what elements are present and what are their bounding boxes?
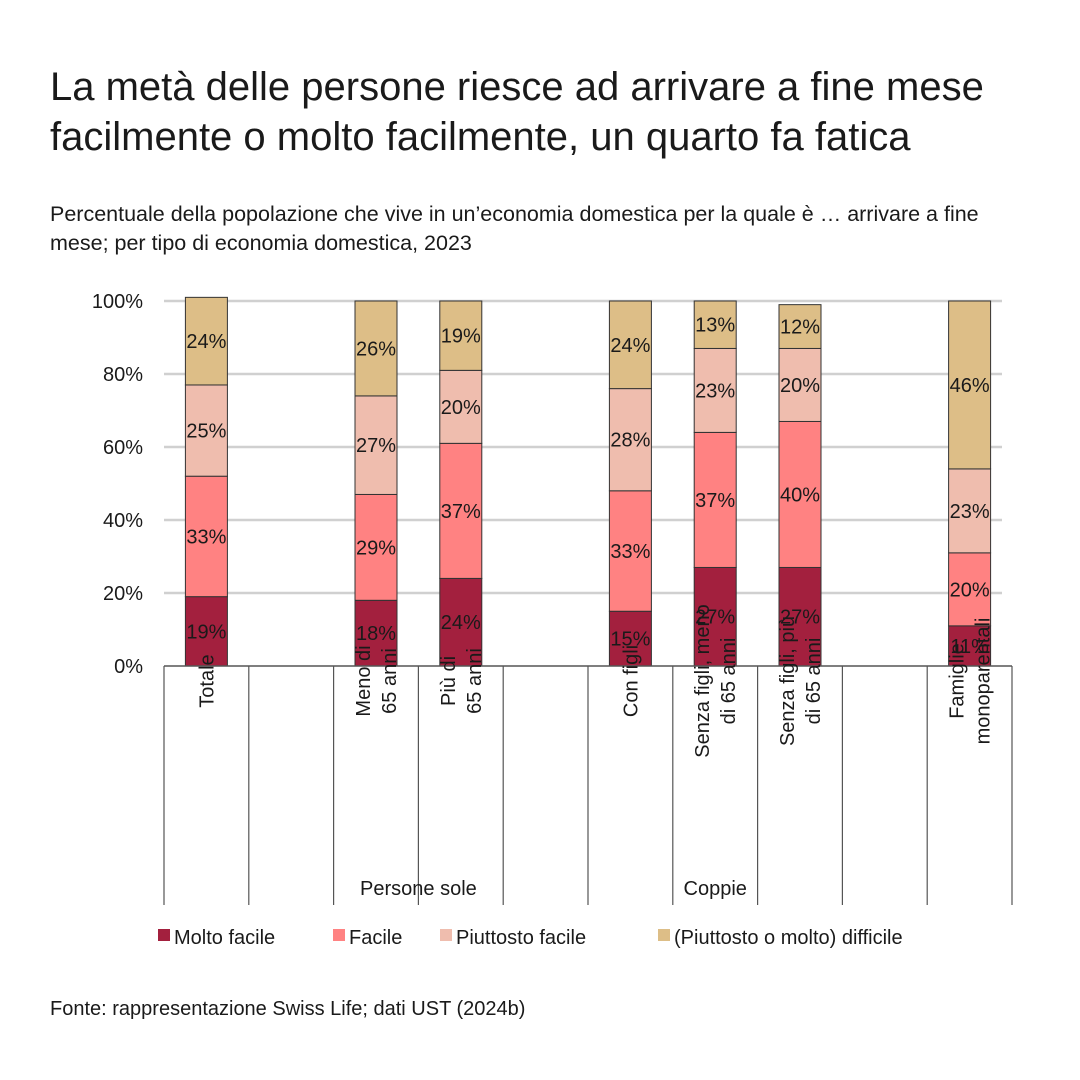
bar-segment	[354, 395, 398, 495]
data-label: 18%	[356, 623, 396, 645]
bar-segment	[354, 300, 398, 397]
data-label: 27%	[780, 607, 820, 629]
chart-subtitle-line-2: mese; per tipo di economia domestica, 20…	[50, 231, 472, 255]
bar-segment	[778, 304, 822, 349]
data-label: 33%	[610, 541, 650, 563]
category-label-line: Famiglie	[947, 643, 969, 719]
stacked-bar-chart: 0% 20% 40% 60% 80% 100% 19% 33% 25% 24% 18% 29% 27% 2…	[92, 291, 1013, 949]
legend-swatch	[658, 929, 670, 941]
category-label-line: di 65 anni	[803, 638, 825, 725]
data-label: 23%	[695, 380, 735, 402]
legend-label: Molto facile	[174, 927, 275, 949]
category-label: Con figli	[620, 645, 642, 717]
category-label-line: Meno di	[353, 645, 375, 716]
legend-swatch	[333, 929, 345, 941]
bar-segment	[948, 552, 992, 627]
category-label: Più di 65 anni	[438, 648, 486, 714]
bar-segment	[608, 610, 652, 667]
data-label: 25%	[186, 421, 226, 443]
category-label-line: Senza figli, meno	[692, 604, 714, 757]
bar-segment	[693, 300, 737, 349]
data-label: 27%	[356, 435, 396, 457]
y-tick-label: 20%	[103, 583, 143, 605]
data-label: 26%	[356, 338, 396, 360]
data-label: 40%	[780, 484, 820, 506]
y-tick-label: 80%	[103, 364, 143, 386]
bar-segment	[948, 468, 992, 554]
category-label-line: Con figli	[620, 645, 642, 717]
bar-segment	[608, 490, 652, 612]
data-label: 20%	[780, 375, 820, 397]
data-label: 20%	[441, 397, 481, 419]
data-label: 12%	[780, 317, 820, 339]
category-label: Famiglie monoparentali	[947, 618, 995, 745]
y-tick-label: 60%	[103, 437, 143, 459]
chart-subtitle-line-1: Percentuale della popolazione che vive i…	[50, 202, 979, 226]
bar-segment	[184, 475, 228, 598]
chart-subtitle: Percentuale della popolazione che vive i…	[50, 200, 1050, 258]
data-label: 33%	[186, 526, 226, 548]
category-label: Meno di 65 anni	[353, 645, 401, 716]
data-label: 20%	[950, 579, 990, 601]
group-label: Persone sole	[360, 878, 477, 900]
bar-segment	[439, 577, 483, 667]
category-label-line: Totale	[196, 654, 218, 707]
bar-segment	[439, 442, 483, 579]
data-label: 28%	[610, 430, 650, 452]
category-label: Senza figli, meno di 65 anni	[692, 604, 740, 757]
data-label: 37%	[695, 490, 735, 512]
source-note: Fonte: rappresentazione Swiss Life; dati…	[50, 998, 526, 1020]
bar-segment	[439, 300, 483, 371]
bar-segment	[778, 566, 822, 667]
bar-segment	[778, 420, 822, 568]
category-label-line: di 65 anni	[718, 638, 740, 725]
chart-title: La metà delle persone riesce ad arrivare…	[50, 62, 1050, 162]
data-label: 11%	[950, 636, 989, 658]
data-label: 24%	[610, 335, 650, 357]
data-label: 15%	[610, 629, 650, 651]
bar-segment	[184, 596, 228, 667]
data-label: 46%	[950, 375, 990, 397]
category-label-line: Più di	[438, 656, 460, 706]
category-label-line: monoparentali	[973, 618, 995, 745]
bar-segment	[693, 347, 737, 433]
bar-segment	[948, 625, 992, 667]
y-tick-label: 0%	[114, 656, 143, 678]
data-label: 29%	[356, 537, 396, 559]
category-label: Senza figli, più di 65 anni	[777, 616, 825, 746]
bar-segment	[184, 296, 228, 386]
data-label: 27%	[695, 607, 735, 629]
data-label: 19%	[186, 621, 226, 643]
data-label: 23%	[950, 501, 990, 523]
y-tick-label: 40%	[103, 510, 143, 532]
legend-swatch	[158, 929, 170, 941]
category-label-line: Senza figli, più	[777, 616, 799, 746]
legend-swatch	[440, 929, 452, 941]
data-label: 24%	[186, 331, 226, 353]
bar-segment	[778, 347, 822, 422]
legend-label: Piuttosto facile	[456, 927, 586, 949]
legend-label: Facile	[349, 927, 402, 949]
category-label: Totale	[196, 654, 218, 707]
chart-title-line-2: facilmente o molto facilmente, un quarto…	[50, 115, 911, 159]
data-label: 19%	[441, 326, 481, 348]
category-label-line: 65 anni	[379, 648, 401, 714]
bar-segment	[608, 300, 652, 390]
group-label: Coppie	[684, 878, 747, 900]
bar-segment	[693, 566, 737, 667]
y-tick-label: 100%	[92, 291, 143, 313]
legend-label: (Piuttosto o molto) difficile	[674, 927, 903, 949]
data-label: 37%	[441, 501, 481, 523]
bar-segment	[693, 431, 737, 568]
bar-segment	[948, 300, 992, 470]
category-label-line: 65 anni	[464, 648, 486, 714]
data-label: 24%	[441, 612, 481, 634]
data-label: 13%	[695, 315, 735, 337]
chart-title-line-1: La metà delle persone riesce ad arrivare…	[50, 65, 984, 109]
